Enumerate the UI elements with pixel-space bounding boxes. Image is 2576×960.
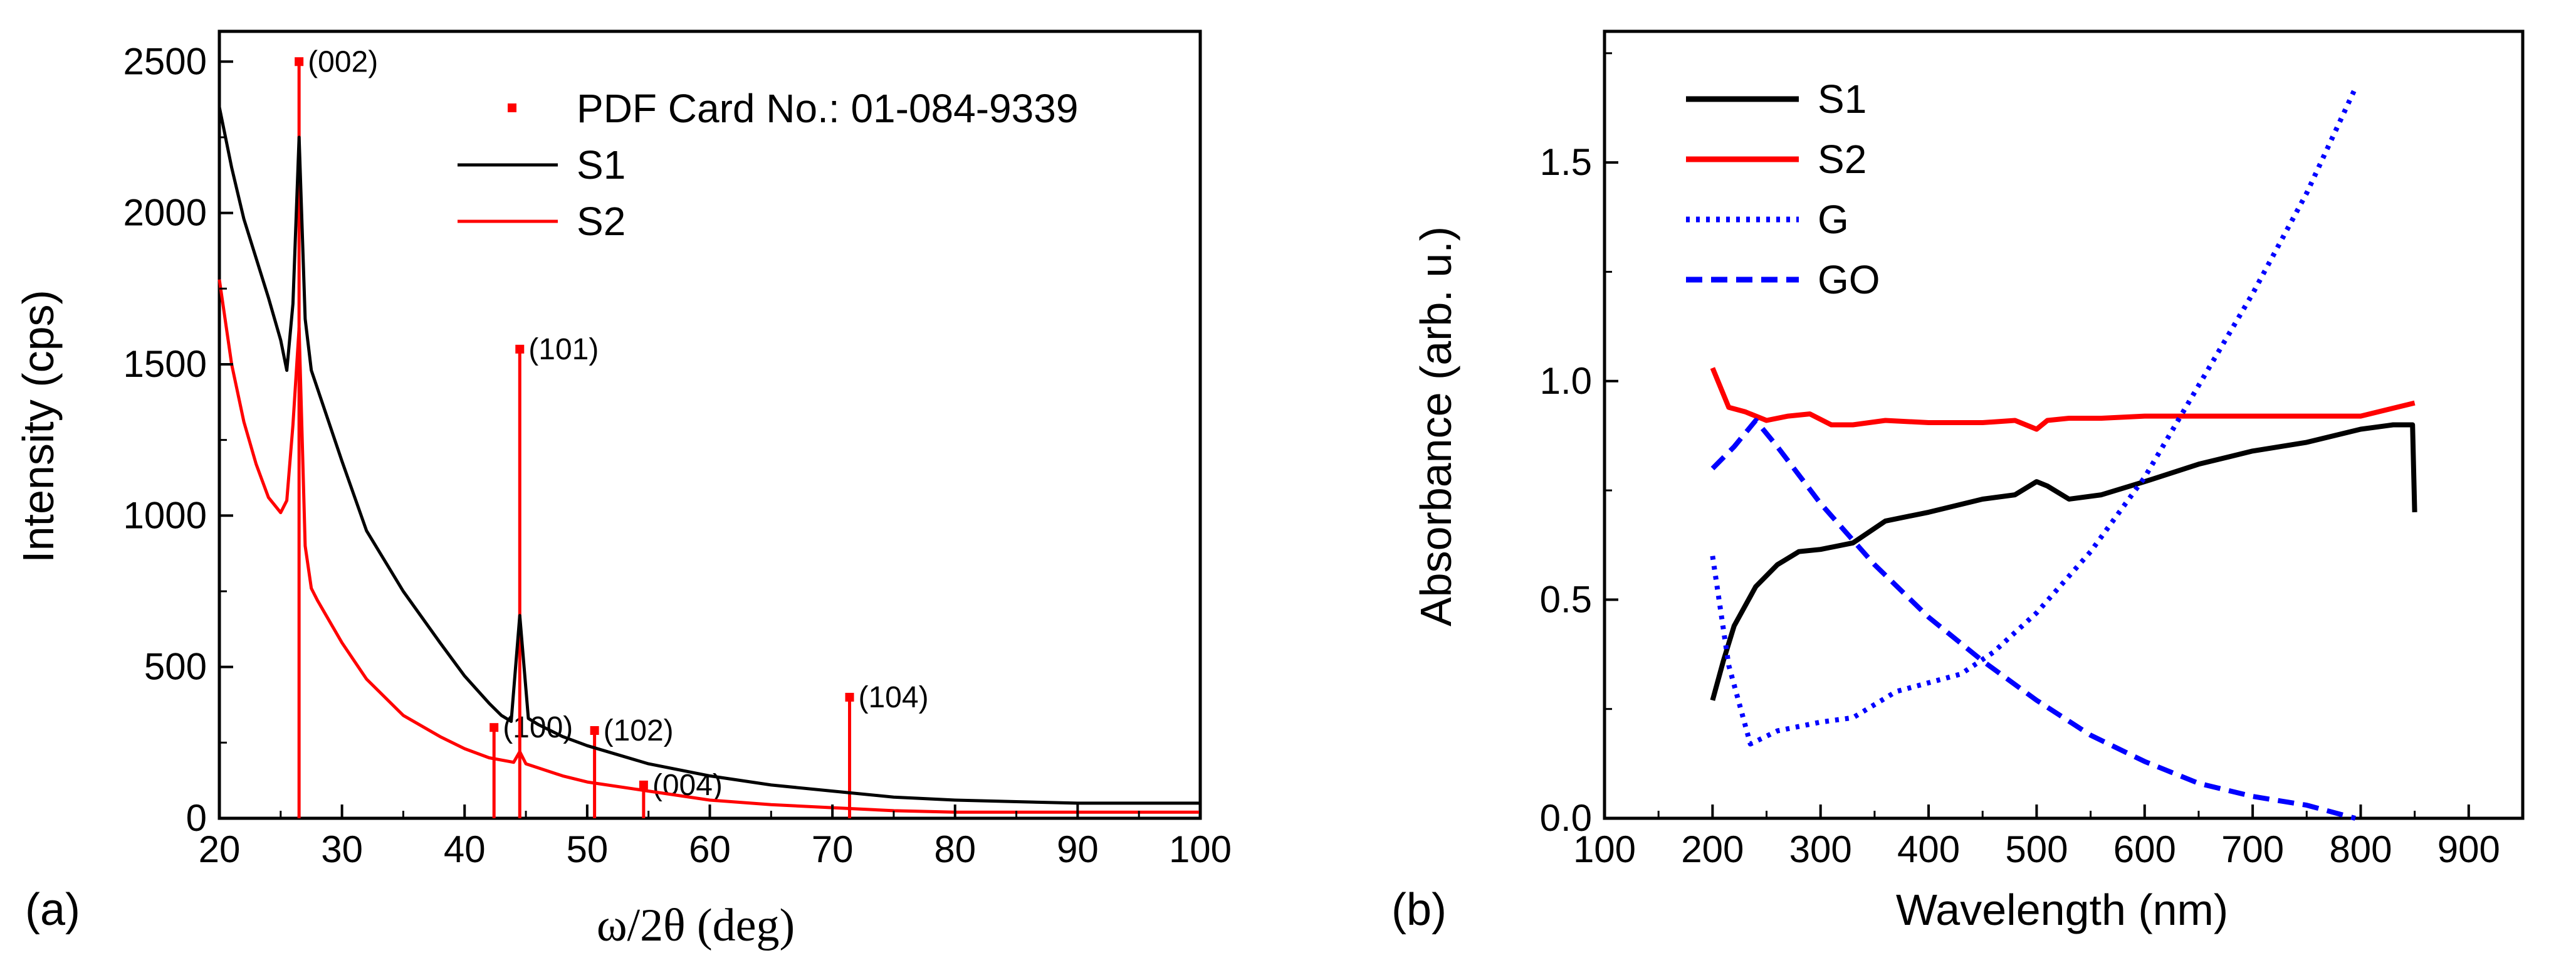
y-tick-label: 1.0	[1540, 360, 1592, 402]
y-tick-label: 500	[144, 646, 207, 688]
x-tick-label: 700	[2221, 828, 2284, 870]
panel-b-absorbance-chart: 100 200 300 400 500 600 700 800 900 0.0 0.5 1.0 1.5…	[1391, 29, 2525, 935]
series-line-s2	[217, 279, 1200, 814]
reference-peak-marker	[295, 57, 304, 66]
series-line-g	[1710, 87, 2358, 747]
legend-label: PDF Card No.: 01-084-9339	[577, 86, 1078, 131]
panel-b-frame	[1603, 29, 2525, 820]
panel-a-series	[217, 107, 1200, 814]
x-tick-label: 20	[199, 828, 241, 870]
reference-peak-marker	[845, 692, 854, 702]
y-tick-label: 0.5	[1540, 578, 1592, 620]
x-tick-label: 900	[2437, 828, 2500, 870]
panel-a-ylabel: Intensity (cps)	[14, 290, 63, 563]
x-tick-label: 80	[934, 828, 976, 870]
x-tick-label: 100	[1573, 828, 1636, 870]
y-tick-label: 2000	[123, 192, 207, 234]
reference-peak-marker	[590, 726, 599, 736]
x-tick-label: 100	[1169, 828, 1232, 870]
y-tick-label: 0.0	[1540, 797, 1592, 839]
panel-a-x-ticks: 20 30 40 50 60 70 80 90 100	[199, 804, 1232, 870]
legend-label: GO	[1818, 257, 1880, 302]
panel-b-y-ticks: 0.0 0.5 1.0 1.5	[1540, 52, 1618, 839]
reference-peak-marker	[490, 723, 499, 732]
x-tick-label: 60	[689, 828, 731, 870]
panel-a-y-ticks: 0 500 1000 1500 2000 2500	[123, 40, 233, 839]
series-line-s2	[1710, 367, 2416, 432]
x-tick-label: 400	[1897, 828, 1960, 870]
reference-peak-label: (104)	[859, 681, 929, 714]
panel-b-legend: S1 S2 G GO	[1686, 76, 1880, 302]
panel-b-xlabel: Wavelength (nm)	[1896, 885, 2228, 934]
legend-label: S1	[1818, 76, 1867, 122]
x-tick-label: 500	[2005, 828, 2068, 870]
y-tick-label: 1.5	[1540, 141, 1592, 183]
reference-peak-marker	[515, 344, 525, 354]
reference-peak-marker	[639, 780, 648, 789]
x-tick-label: 800	[2329, 828, 2392, 870]
x-tick-label: 90	[1057, 828, 1099, 870]
y-tick-label: 0	[186, 797, 207, 839]
series-line-s1	[217, 107, 1200, 805]
legend-label: S1	[577, 142, 626, 187]
panel-b-series	[1710, 87, 2417, 821]
y-tick-label: 1500	[123, 343, 207, 385]
y-tick-label: 1000	[123, 494, 207, 536]
panel-a-frame	[217, 29, 1202, 820]
series-line-go	[1710, 418, 2356, 821]
x-tick-label: 30	[321, 828, 363, 870]
legend-label: G	[1818, 197, 1849, 242]
reference-peak-label: (100)	[503, 711, 573, 744]
x-tick-label: 50	[567, 828, 609, 870]
legend-label: S2	[577, 199, 626, 244]
panel-a-label: (a)	[25, 885, 80, 935]
panel-b-x-ticks: 100 200 300 400 500 600 700 800 900	[1573, 804, 2500, 870]
panel-a-legend: PDF Card No.: 01-084-9339 S1 S2	[458, 86, 1078, 244]
panel-a-xrd-chart: (002)(100)(101)(102)(004)(104) 20 30 40 50 6…	[14, 29, 1232, 951]
reference-peak-label: (102)	[604, 714, 674, 747]
x-tick-label: 300	[1789, 828, 1852, 870]
legend-marker-reference	[508, 103, 516, 112]
x-tick-label: 200	[1681, 828, 1744, 870]
panel-b-ylabel: Absorbance (arb. u.)	[1411, 226, 1460, 626]
x-tick-label: 600	[2113, 828, 2176, 870]
reference-peak-label: (002)	[308, 45, 378, 78]
panel-a-xlabel: ω/2θ (deg)	[597, 900, 795, 951]
series-line-s1	[1710, 422, 2417, 701]
reference-peak-label: (101)	[528, 333, 599, 366]
panel-a-reference-peaks: (002)(100)(101)(102)(004)(104)	[295, 45, 929, 818]
panel-b-label: (b)	[1391, 885, 1447, 935]
y-tick-label: 2500	[123, 40, 207, 82]
x-tick-label: 70	[812, 828, 854, 870]
legend-label: S2	[1818, 137, 1867, 182]
x-tick-label: 40	[444, 828, 486, 870]
